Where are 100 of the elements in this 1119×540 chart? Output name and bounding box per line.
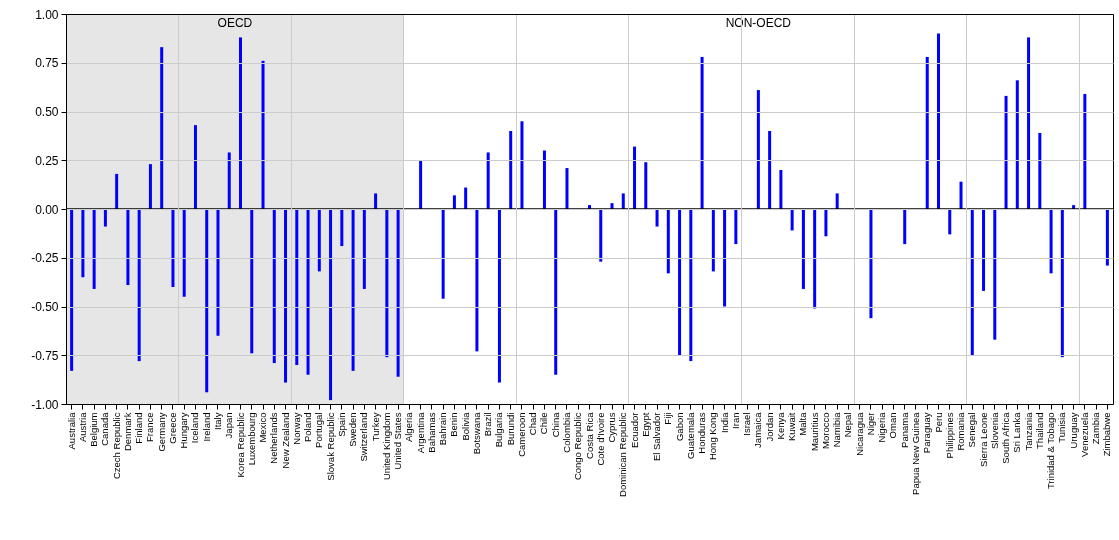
x-tick-label: Mexico [257, 412, 269, 443]
x-tick-label: Germany [155, 412, 167, 452]
bar [419, 160, 423, 209]
x-tick-label: New Zealand [279, 412, 291, 469]
x-tick-label: Bahamas [425, 412, 437, 453]
x-tick-label: South Africa [1000, 411, 1012, 464]
x-tick-label: Iceland [189, 412, 201, 444]
x-tick-label: Iran [729, 412, 741, 429]
bar [250, 209, 254, 354]
x-tick-label: Panama [898, 411, 910, 448]
x-tick-label: Thailand [1033, 412, 1045, 449]
bar [284, 209, 288, 383]
bar [272, 209, 276, 364]
bar [937, 33, 940, 209]
bar [160, 47, 164, 209]
bar [216, 209, 220, 336]
bar [239, 37, 242, 209]
x-tick-label: Ecuador [628, 412, 640, 448]
bar [903, 209, 907, 245]
x-tick-label: Tunisia [1056, 411, 1068, 443]
bar [1060, 209, 1064, 358]
bar [261, 60, 265, 209]
x-tick-label: Guatemala [684, 411, 696, 459]
bar [835, 193, 839, 209]
x-tick-label: Hong Kong [707, 412, 719, 461]
bar [1015, 80, 1019, 209]
x-tick-label: Venezuela [1078, 411, 1090, 457]
x-tick-label: Zimbabwe [1101, 412, 1113, 457]
bar [306, 209, 310, 375]
x-tick-label: Canada [99, 411, 111, 446]
x-tick-label: Philippines [943, 412, 955, 459]
bar [644, 162, 648, 209]
x-tick-label: Tanzania [1022, 411, 1034, 451]
x-tick-label: Poland [302, 412, 314, 443]
x-tick-label: Kuwait [786, 412, 798, 442]
bar [351, 209, 355, 371]
bar [1004, 95, 1008, 209]
x-tick-label: Costa Rica [583, 411, 595, 459]
x-tick-label: Brazil [482, 412, 494, 437]
bar [925, 56, 929, 209]
y-tick-label: -0.50 [31, 300, 59, 314]
bar [689, 209, 693, 362]
bar [70, 209, 74, 371]
bar [768, 131, 772, 209]
x-tick-label: Zambia [1090, 411, 1102, 445]
bar [711, 209, 715, 272]
bar [329, 209, 333, 401]
bar [824, 209, 828, 237]
x-tick-label: Ireland [200, 412, 212, 442]
x-tick-label: Fiji [662, 412, 674, 425]
bar [171, 209, 175, 287]
x-tick-label: Jordan [763, 412, 775, 442]
x-tick-label: Trinidad & Tobago [1045, 412, 1057, 490]
bar [779, 170, 783, 209]
x-tick-label: Uruguay [1067, 412, 1079, 449]
bar [700, 56, 704, 209]
x-tick-label: Australia [65, 411, 77, 450]
y-tick-label: 0.00 [35, 202, 59, 217]
bar [1027, 37, 1031, 209]
bar [565, 168, 569, 209]
bar [205, 209, 209, 393]
x-tick-label: Chad [527, 412, 539, 436]
bar [1038, 132, 1042, 209]
x-tick-label: Cyprus [606, 412, 618, 443]
y-tick-label: 0.50 [35, 105, 59, 119]
bar [520, 121, 524, 209]
bar [340, 209, 344, 247]
x-tick-label: China [549, 411, 561, 438]
x-tick-label: Sri Lanka [1011, 411, 1023, 453]
bar [813, 209, 817, 309]
x-tick-label: Chile [538, 412, 550, 435]
x-tick-label: Luxembourg [245, 412, 257, 466]
x-tick-label: Paraguay [921, 412, 933, 454]
x-tick-label: Slovenia [988, 411, 1000, 449]
bar [81, 209, 85, 278]
bar [723, 209, 727, 307]
x-tick-label: Bahrain [437, 412, 449, 446]
x-tick-label: Benin [448, 412, 460, 437]
bar [441, 209, 445, 299]
x-tick-label: Sweden [347, 412, 359, 447]
x-tick-label: Colombia [560, 411, 572, 453]
bar [137, 209, 141, 362]
bar [475, 209, 479, 352]
y-tick-label: 1.00 [35, 7, 59, 22]
bar [621, 193, 625, 209]
x-tick-label: Korea Republic [234, 412, 246, 478]
x-tick-label: Honduras [696, 412, 708, 454]
x-tick-label: Botswana [470, 411, 482, 455]
bar [982, 209, 986, 291]
bar [869, 209, 873, 319]
x-tick-label: Denmark [121, 412, 133, 452]
annotation: NON-OECD [725, 16, 792, 30]
bar [374, 193, 378, 209]
bar [227, 152, 231, 209]
x-tick-label: Norway [290, 412, 302, 445]
x-tick-label: Namibia [831, 411, 843, 448]
x-tick-label: Italy [211, 412, 223, 430]
y-tick-label: 0.25 [35, 153, 59, 168]
bar [509, 131, 513, 209]
band-label: OECD [217, 16, 253, 30]
